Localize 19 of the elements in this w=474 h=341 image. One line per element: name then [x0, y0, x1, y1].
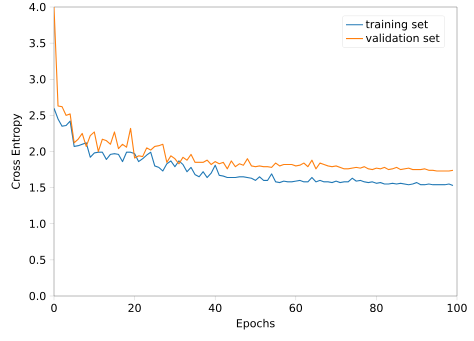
- y-tick-label: 1.5: [30, 184, 46, 192]
- y-tick-label: 4.0: [29, 2, 46, 12]
- x-tick-label: 100: [448, 304, 467, 312]
- x-tick-label: 0: [51, 304, 57, 312]
- y-tick-label: 0.0: [30, 292, 46, 300]
- legend-label: training set: [366, 20, 428, 30]
- y-tick-label: 3.5: [30, 38, 46, 48]
- y-tick-label: 3.0: [30, 75, 46, 84]
- x-tick-label: 40: [208, 304, 222, 312]
- y-tick-label: 2.5: [30, 111, 46, 120]
- legend-label: validation set: [366, 34, 440, 42]
- x-tick-label: 20: [128, 304, 141, 312]
- x-tick-label: 60: [290, 304, 302, 312]
- x-axis-title: Epochs: [236, 318, 275, 330]
- y-axis-title: Cross Entropy: [12, 114, 22, 189]
- y-tick-label: 0.5: [30, 256, 46, 264]
- y-tick-label: 2.0: [30, 147, 46, 156]
- x-tick-label: 80: [370, 304, 383, 312]
- y-tick-label: 1.0: [30, 220, 46, 228]
